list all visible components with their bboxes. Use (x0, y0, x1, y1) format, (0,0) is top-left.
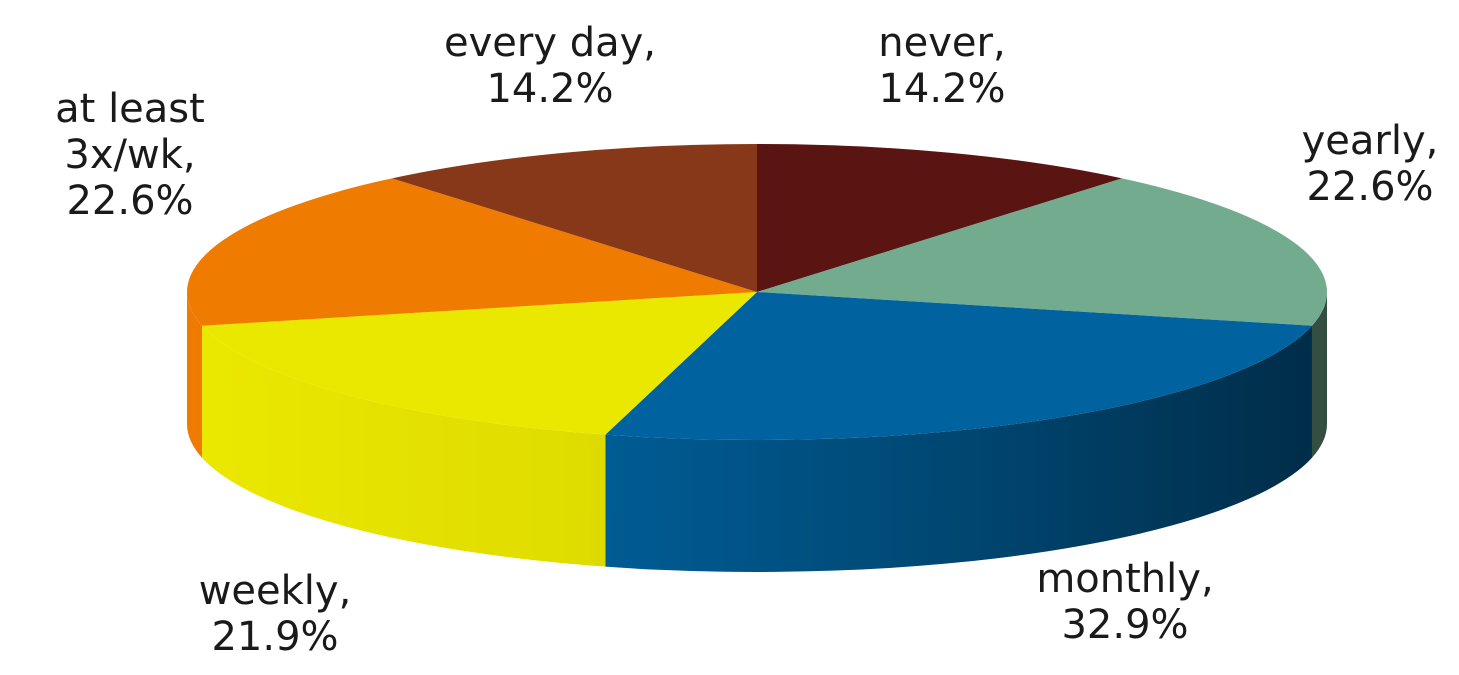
pie-slice-weekly (202, 292, 758, 435)
pie-slice-monthly (605, 292, 1312, 440)
pie-slice-never (757, 144, 1122, 292)
slice-label-weekly: weekly, 21.9% (198, 568, 352, 660)
slice-label-never: never, 14.2% (878, 20, 1006, 112)
slice-label-yearly: yearly, 22.6% (1301, 118, 1439, 210)
pie-slice-at-least-3x (186, 178, 757, 326)
pie-side-weekly (202, 325, 606, 567)
pie-slice-yearly (757, 178, 1327, 326)
slice-label-monthly: monthly, 32.9% (1036, 556, 1214, 648)
pie-tops (186, 144, 1327, 440)
pie-sides (187, 292, 1327, 572)
pie-side-monthly (605, 325, 1312, 572)
pie-side-yearly (1311, 292, 1327, 458)
pie-side-at-least-3x (187, 292, 203, 458)
pie-slice-every-day (392, 144, 757, 292)
slice-label-every-day: every day, 14.2% (443, 20, 656, 112)
slice-label-at-least-3x: at least 3x/wk, 22.6% (55, 86, 205, 224)
